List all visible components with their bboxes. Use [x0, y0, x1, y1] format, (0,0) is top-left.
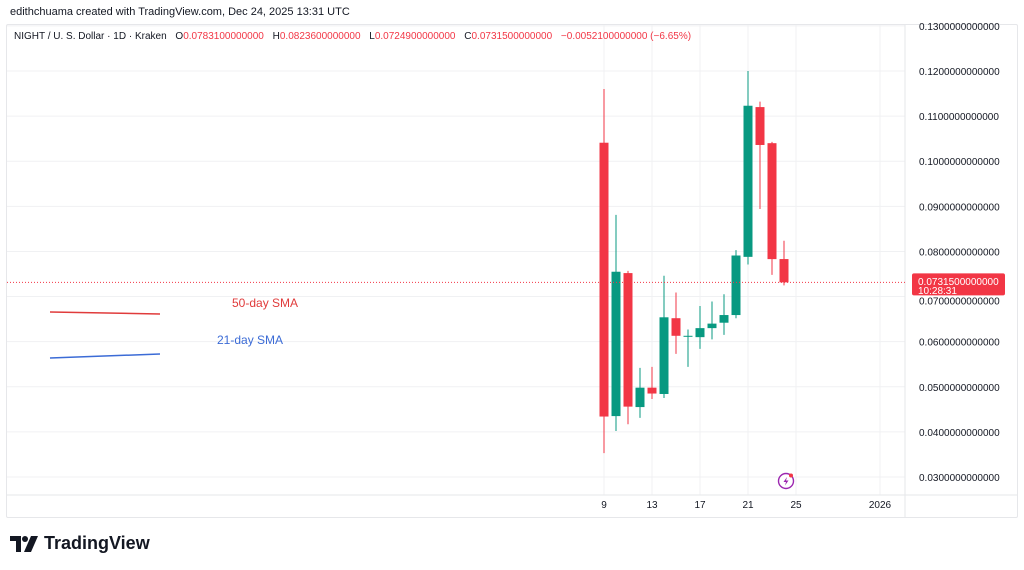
logo-text: TradingView [44, 533, 150, 553]
price-axis: 0.0300000000000 0.0400000000000 0.05000000… [904, 22, 1000, 517]
ohlc-legend: NIGHT / U. S. Dollar · 1D · Kraken O0.07… [14, 31, 692, 42]
y-tick-label: 0.0500000000000 [919, 383, 1000, 394]
sma21-label: 21-day SMA [217, 333, 284, 347]
y-tick-label: 0.1200000000000 [919, 67, 1000, 78]
candle [707, 301, 717, 340]
y-tick-label: 0.0400000000000 [919, 428, 1000, 439]
time-axis: 9 13 17 21 25 2026 [7, 494, 1017, 511]
y-tick-label: 0.0300000000000 [919, 473, 1000, 484]
candle [719, 294, 729, 335]
candle-body [779, 259, 789, 283]
candle [683, 329, 693, 367]
lightning-bolt-icon[interactable] [777, 472, 795, 490]
candle-body [659, 317, 669, 394]
candle [743, 71, 753, 265]
candle-body [695, 328, 705, 338]
candle-body [647, 387, 657, 394]
candle-body [731, 255, 741, 316]
y-tick-label: 0.0800000000000 [919, 247, 1000, 258]
tradingview-logo[interactable]: TradingView [10, 533, 150, 554]
candle-body [671, 318, 681, 336]
x-tick-label: 13 [646, 500, 658, 511]
x-tick-label: 9 [601, 500, 607, 511]
high-value: 0.0823600000000 [279, 31, 361, 42]
low-value: 0.0724900000000 [374, 31, 456, 42]
chart-frame [6, 24, 1018, 518]
sma50-legend-line [49, 311, 161, 315]
candle [659, 275, 669, 399]
y-tick-label: 0.0900000000000 [919, 202, 1000, 213]
close-value: 0.0731500000000 [471, 31, 553, 42]
candle [635, 367, 645, 418]
x-tick-label: 25 [790, 500, 802, 511]
candle [695, 306, 705, 349]
candle-body [755, 107, 765, 145]
last-price-badge [912, 273, 1005, 296]
candle [599, 89, 609, 454]
candle-body [707, 323, 717, 329]
y-tick-label: 0.1300000000000 [919, 22, 1000, 33]
x-tick-label: 2026 [869, 500, 892, 511]
y-tick-label: 0.1100000000000 [919, 112, 999, 123]
open-value: 0.0783100000000 [183, 31, 264, 42]
candle [731, 250, 741, 319]
candle-body [611, 271, 621, 417]
candle-body [683, 335, 693, 337]
candle-body [719, 315, 729, 323]
bar-countdown: 10:28:31 [918, 286, 957, 297]
chart-credit: edithchuama created with TradingView.com… [10, 6, 350, 18]
candle-body [599, 142, 609, 417]
symbol-label[interactable]: NIGHT / U. S. Dollar · 1D · Kraken [14, 31, 167, 42]
candle [755, 101, 765, 210]
tradingview-logo-icon [10, 535, 38, 552]
x-tick-label: 17 [694, 500, 706, 511]
candle [779, 240, 789, 286]
candle-body [743, 105, 753, 257]
sma21-legend-line [49, 353, 161, 359]
x-tick-label: 21 [742, 500, 754, 511]
candle [671, 292, 681, 354]
candle-body [767, 143, 777, 260]
candles [599, 71, 789, 454]
candle [767, 141, 777, 275]
grid [7, 25, 905, 495]
sma50-label: 50-day SMA [232, 296, 299, 310]
candle-body [635, 387, 645, 408]
candle [647, 366, 657, 399]
y-tick-label: 0.1000000000000 [919, 157, 1000, 168]
candle [623, 270, 633, 425]
y-tick-label: 0.0700000000000 [919, 296, 1000, 307]
last-price-value: 0.0731500000000 [918, 277, 999, 288]
candle [611, 214, 621, 431]
candle-body [623, 273, 633, 407]
y-tick-label: 0.0600000000000 [919, 338, 1000, 349]
change-value: −0.0052100000000 (−6.65%) [560, 31, 692, 42]
